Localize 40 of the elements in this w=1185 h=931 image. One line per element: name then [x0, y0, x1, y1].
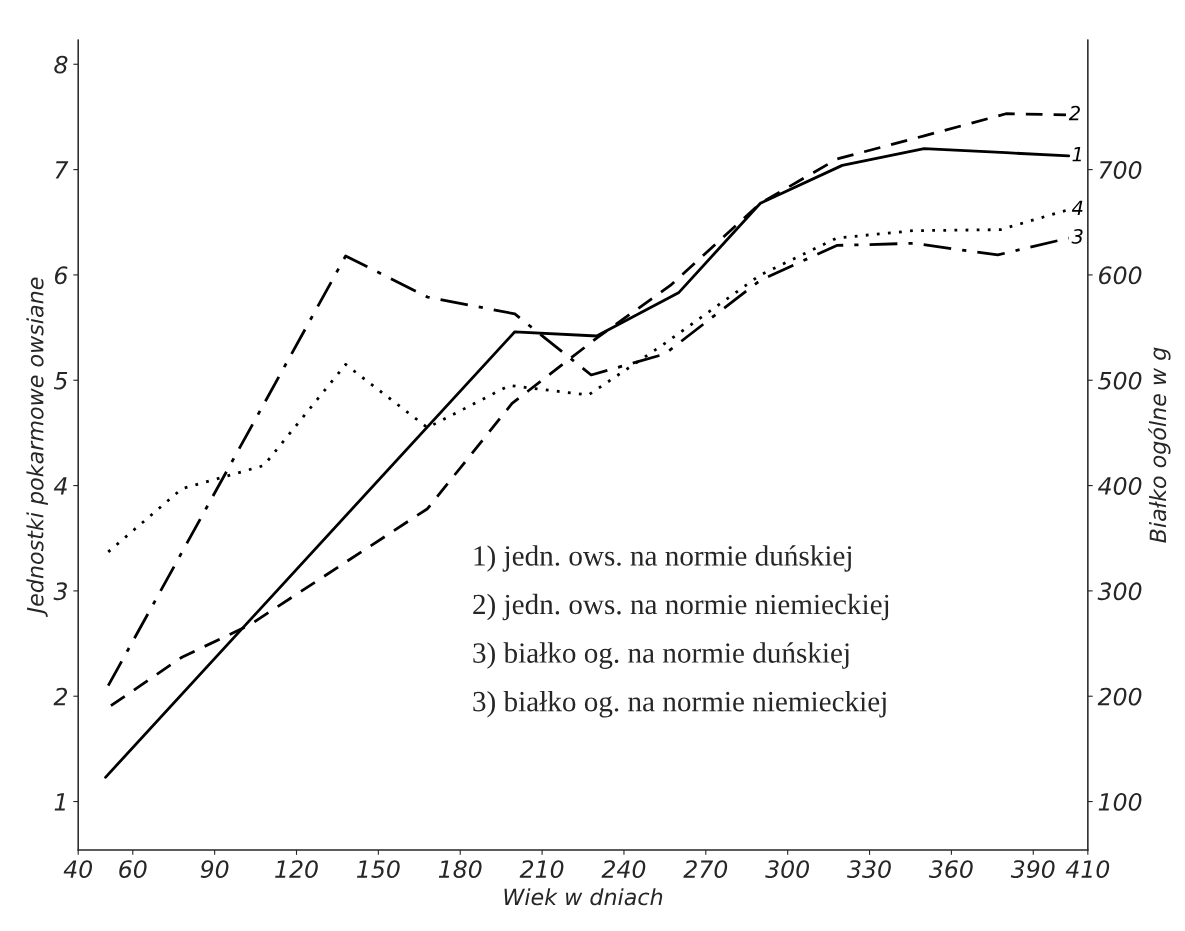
x-tick-label: 120 [275, 860, 318, 878]
y-tick-label: 6 [54, 266, 68, 285]
y2-tick-label: 200 [1097, 687, 1142, 706]
y2-axis-title: Białko ogólne w g [1148, 347, 1171, 543]
series-label: 1 [1072, 147, 1081, 162]
y-tick-label: 8 [54, 55, 68, 74]
y-tick-label: 4 [53, 477, 67, 495]
x-tick-label: 330 [847, 860, 891, 878]
x-tick-label: 300 [765, 860, 810, 878]
series-label: 3 [1071, 228, 1083, 244]
x-tick-label: 180 [438, 860, 482, 878]
y2-tick-label: 500 [1098, 371, 1142, 390]
x-tick-label: 410 [1065, 860, 1110, 878]
x-tick-label: 150 [356, 860, 400, 878]
y2-tick-label: 600 [1099, 266, 1142, 285]
series-label: 4 [1071, 200, 1083, 215]
y2-tick-label: 300 [1097, 582, 1142, 601]
y-tick-label: 2 [53, 687, 68, 706]
annotation: 2) jedn. ows. na normie niemieckiej [473, 593, 889, 621]
y-tick-label: 1 [54, 793, 65, 811]
series-label: 2 [1068, 105, 1080, 121]
y-axis-title: Jednostki pokarmowe owsiane [26, 277, 48, 618]
y-tick-label: 7 [55, 161, 69, 179]
x-tick-label: 270 [683, 860, 728, 878]
x-tick-label: 40 [63, 860, 93, 878]
y-tick-label: 5 [53, 372, 68, 390]
y-tick-label: 3 [53, 582, 67, 601]
y2-tick-label: 100 [1098, 793, 1142, 811]
annotation: 1) jedn. ows. na normie duńskiej [474, 545, 851, 572]
x-tick-label: 90 [200, 860, 229, 878]
x-axis-title: Wiek w dniach [504, 888, 663, 906]
y2-tick-label: 400 [1097, 477, 1142, 495]
annotation: 3) białko og. na normie duńskiej [473, 642, 849, 669]
x-tick-label: 360 [928, 860, 973, 878]
x-tick-label: 390 [1010, 860, 1055, 878]
annotation: 3) białko og. na normie niemieckiej [473, 690, 886, 718]
x-tick-label: 210 [519, 860, 564, 878]
x-tick-label: 240 [601, 860, 646, 878]
x-tick-label: 60 [119, 860, 147, 878]
y2-tick-label: 700 [1099, 161, 1142, 179]
